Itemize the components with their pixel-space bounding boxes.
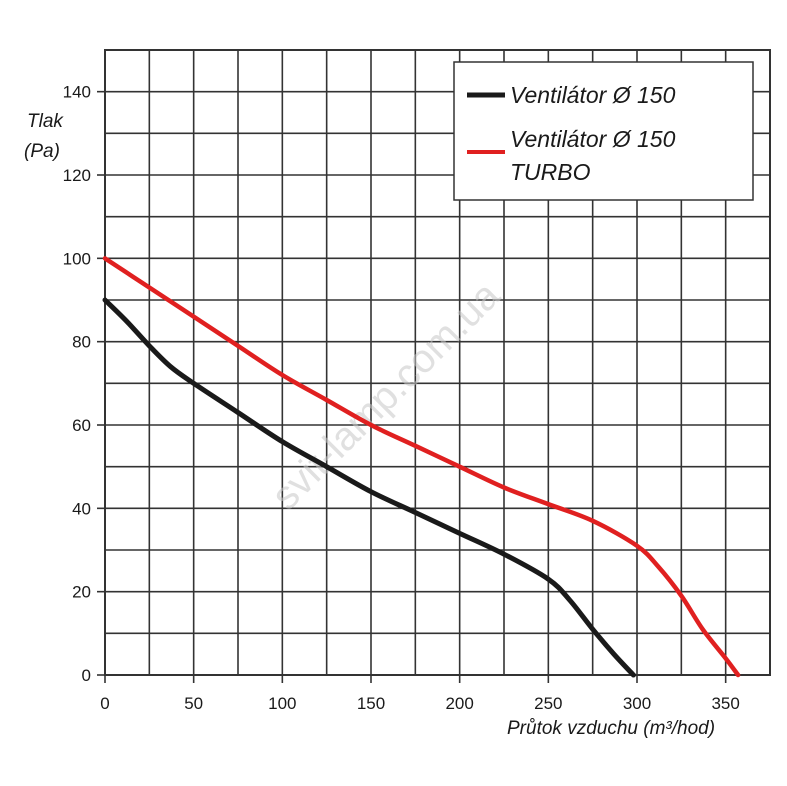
plot-frame [104, 49, 771, 676]
legend-label-red-line2: TURBO [510, 159, 591, 185]
x-axis-ticks: 0 50 100 150 200 250 300 350 [100, 675, 740, 713]
y-axis-title-line2: (Pa) [24, 141, 60, 162]
legend-label-black: Ventilátor Ø 150 [510, 82, 676, 108]
y-tick-label: 60 [72, 416, 91, 435]
legend: Ventilátor Ø 150 Ventilátor Ø 150 TURBO [453, 61, 754, 201]
y-tick-label: 20 [72, 583, 91, 602]
series-lines [102, 256, 741, 678]
x-tick-label: 150 [357, 694, 385, 713]
series-line-red [102, 256, 741, 678]
y-axis-title-line1: Tlak [27, 111, 64, 132]
x-axis-title: Průtok vzduchu (m³/hod) [507, 718, 715, 739]
legend-box [453, 61, 754, 201]
x-tick-label: 0 [100, 694, 109, 713]
x-tick-label: 300 [623, 694, 651, 713]
y-tick-label: 0 [82, 666, 91, 685]
y-tick-label: 40 [72, 499, 91, 518]
x-tick-label: 100 [268, 694, 296, 713]
series-line-black [102, 297, 636, 678]
x-tick-label: 200 [445, 694, 473, 713]
x-tick-label: 50 [184, 694, 203, 713]
watermark: svit-lamp.com.ua [263, 273, 508, 518]
y-axis-ticks: 0 20 40 60 80 100 120 140 [63, 83, 105, 685]
y-tick-label: 140 [63, 83, 91, 102]
x-tick-label: 250 [534, 694, 562, 713]
x-tick-label: 350 [711, 694, 739, 713]
y-tick-label: 120 [63, 166, 91, 185]
y-tick-label: 80 [72, 333, 91, 352]
legend-label-red-line1: Ventilátor Ø 150 [510, 126, 676, 152]
y-tick-label: 100 [63, 249, 91, 268]
